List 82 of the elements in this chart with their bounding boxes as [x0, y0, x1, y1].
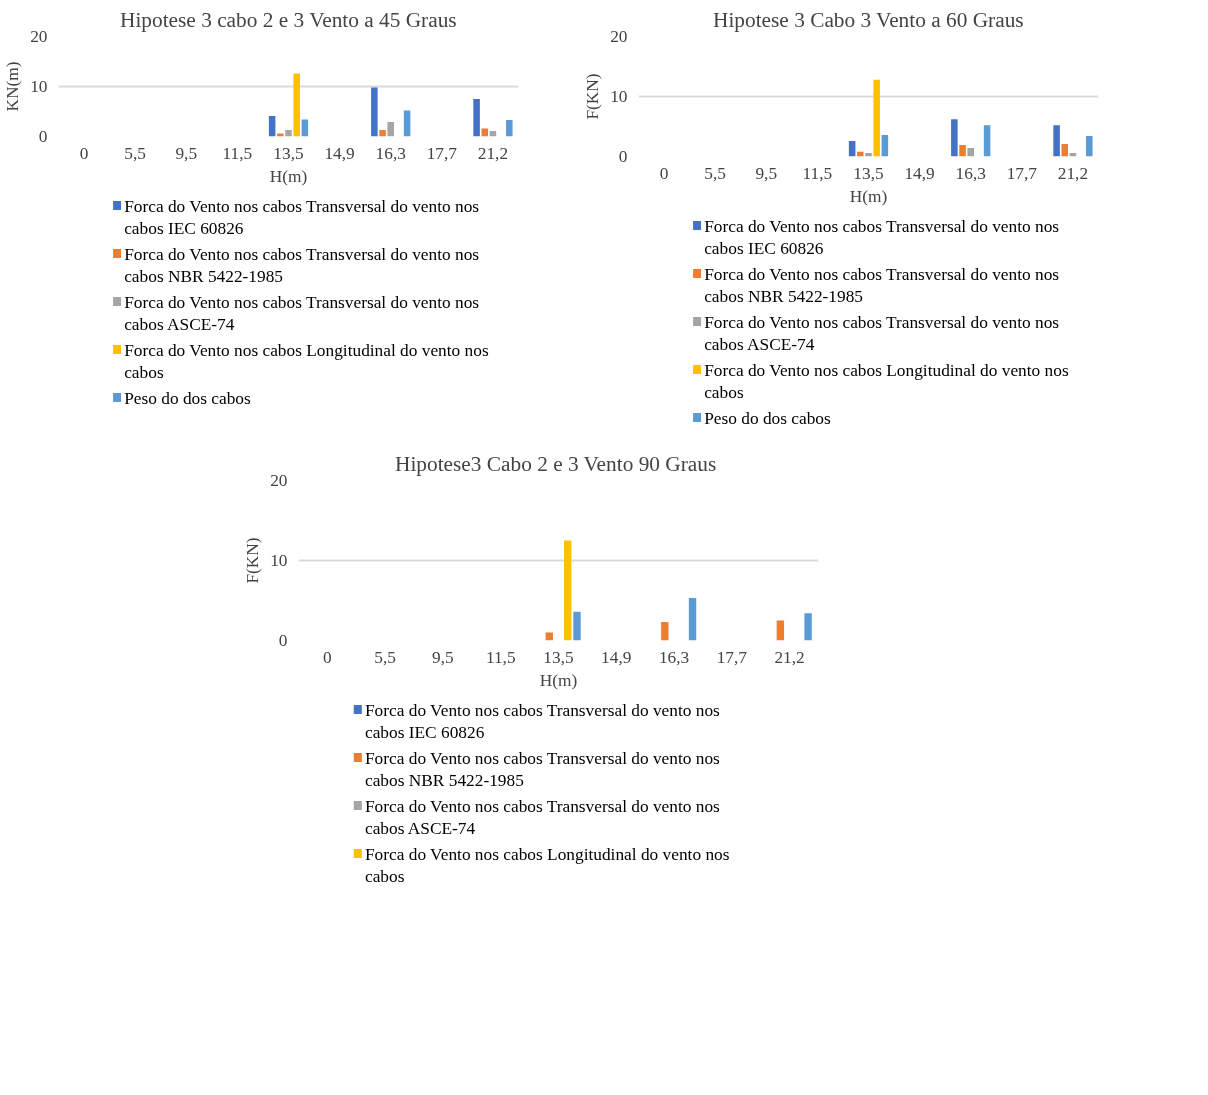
x-tick-label: 16,3 [955, 163, 986, 183]
x-tick-label: 16,3 [658, 647, 690, 667]
bar [387, 122, 394, 137]
x-tick-label: 0 [323, 647, 332, 667]
bar [967, 148, 974, 157]
legend-label: Forca do Vento nos cabos Transversal do vento nos cabos ASCE-74 [704, 312, 1060, 355]
legend-label: Peso do dos cabos [124, 388, 252, 408]
x-tick-label: 9,5 [175, 143, 198, 163]
x-axis-title: H(m) [269, 166, 308, 186]
y-tick-label: 0 [278, 631, 288, 650]
x-tick-label: 11,5 [485, 647, 516, 667]
legend-label: Forca do Vento nos cabos Longitudinal do vento nos cabos [364, 844, 730, 887]
x-tick-label: 21,2 [477, 143, 509, 163]
y-tick-label: 0 [38, 127, 48, 146]
legend-label: Forca do Vento nos cabos Transversal do vento nos cabos IEC 60826 [704, 216, 1060, 259]
bar [1061, 143, 1069, 157]
x-tick-label: 17,7 [1006, 163, 1038, 183]
legend-label: Forca do Vento nos cabos Longitudinal do vento nos cabos [124, 340, 489, 383]
x-tick-label: 14,9 [324, 143, 355, 163]
bar [1053, 125, 1060, 157]
legend-label: Peso do dos cabos [704, 408, 832, 428]
bar [481, 128, 489, 137]
y-tick-label: 10 [30, 77, 48, 96]
legend-label: Forca do Vento nos cabos Longitudinal do vento nos cabos [704, 360, 1069, 403]
bar [506, 120, 513, 137]
y-tick-label: 20 [610, 27, 628, 46]
x-tick-label: 13,5 [273, 143, 304, 163]
bar [951, 119, 958, 157]
bar [983, 125, 991, 157]
y-axis-title: KN(m) [3, 61, 23, 112]
x-tick-label: 17,7 [716, 647, 748, 667]
legend-label: Forca do Vento nos cabos Transversal do vento nos cabos ASCE-74 [364, 796, 721, 839]
legend-label: Forca do Vento nos cabos Transversal do vento nos cabos NBR 5422-1985 [364, 748, 721, 791]
bar [1086, 136, 1093, 157]
y-tick-label: 20 [30, 27, 48, 46]
legend-label: Forca do Vento nos cabos Transversal do vento nos cabos ASCE-74 [124, 292, 480, 335]
bar [661, 622, 669, 641]
x-tick-label: 16,3 [375, 143, 406, 163]
x-tick-label: 9,5 [432, 647, 454, 667]
x-tick-label: 9,5 [755, 163, 778, 183]
bar [293, 73, 300, 137]
y-tick-label: 20 [270, 471, 288, 490]
y-axis-title: F(KN) [243, 537, 263, 584]
bar [473, 99, 480, 137]
y-tick-label: 10 [270, 551, 288, 570]
bar [873, 79, 880, 157]
chart-title: Hipotese 3 cabo 2 e 3 Vento a 45 Graus [119, 7, 457, 32]
bar [857, 151, 864, 157]
bar [564, 540, 572, 641]
bar [959, 145, 966, 157]
legend-label: Forca do Vento nos cabos Transversal do vento nos cabos IEC 60826 [364, 700, 721, 743]
bar [804, 613, 812, 641]
bar [268, 116, 276, 137]
x-tick-label: 14,9 [601, 647, 632, 667]
chart-title: Hipotese 3 Cabo 3 Vento a 60 Graus [713, 7, 1024, 32]
bar [379, 130, 386, 137]
x-tick-label: 17,7 [426, 143, 458, 163]
x-axis-title: H(m) [539, 670, 578, 690]
bar [573, 611, 581, 641]
legend-label: Forca do Vento nos cabos Transversal do vento nos cabos NBR 5422-1985 [124, 244, 480, 287]
x-tick-label: 0 [79, 143, 89, 163]
bar [285, 130, 292, 137]
x-tick-label: 11,5 [802, 163, 833, 183]
x-tick-label: 11,5 [222, 143, 253, 163]
x-tick-label: 13,5 [543, 647, 574, 667]
bar [688, 598, 697, 641]
y-tick-label: 10 [610, 87, 628, 106]
x-tick-label: 21,2 [774, 647, 805, 667]
y-axis-title: F(KN) [583, 73, 603, 120]
legend-label: Forca do Vento nos cabos Transversal do vento nos cabos NBR 5422-1985 [704, 264, 1060, 307]
x-tick-label: 0 [659, 163, 669, 183]
x-tick-label: 14,9 [904, 163, 935, 183]
chart-title: Hipotese3 Cabo 2 e 3 Vento 90 Graus [395, 451, 717, 476]
legend-label: Forca do Vento nos cabos Transversal do vento nos cabos IEC 60826 [124, 196, 480, 239]
bar [776, 620, 785, 641]
x-tick-label: 21,2 [1057, 163, 1089, 183]
x-tick-label: 13,5 [853, 163, 884, 183]
x-tick-label: 5,5 [124, 143, 147, 163]
x-axis-title: H(m) [849, 186, 888, 206]
x-tick-label: 5,5 [374, 647, 397, 667]
bar [371, 87, 378, 137]
x-tick-label: 5,5 [704, 163, 727, 183]
